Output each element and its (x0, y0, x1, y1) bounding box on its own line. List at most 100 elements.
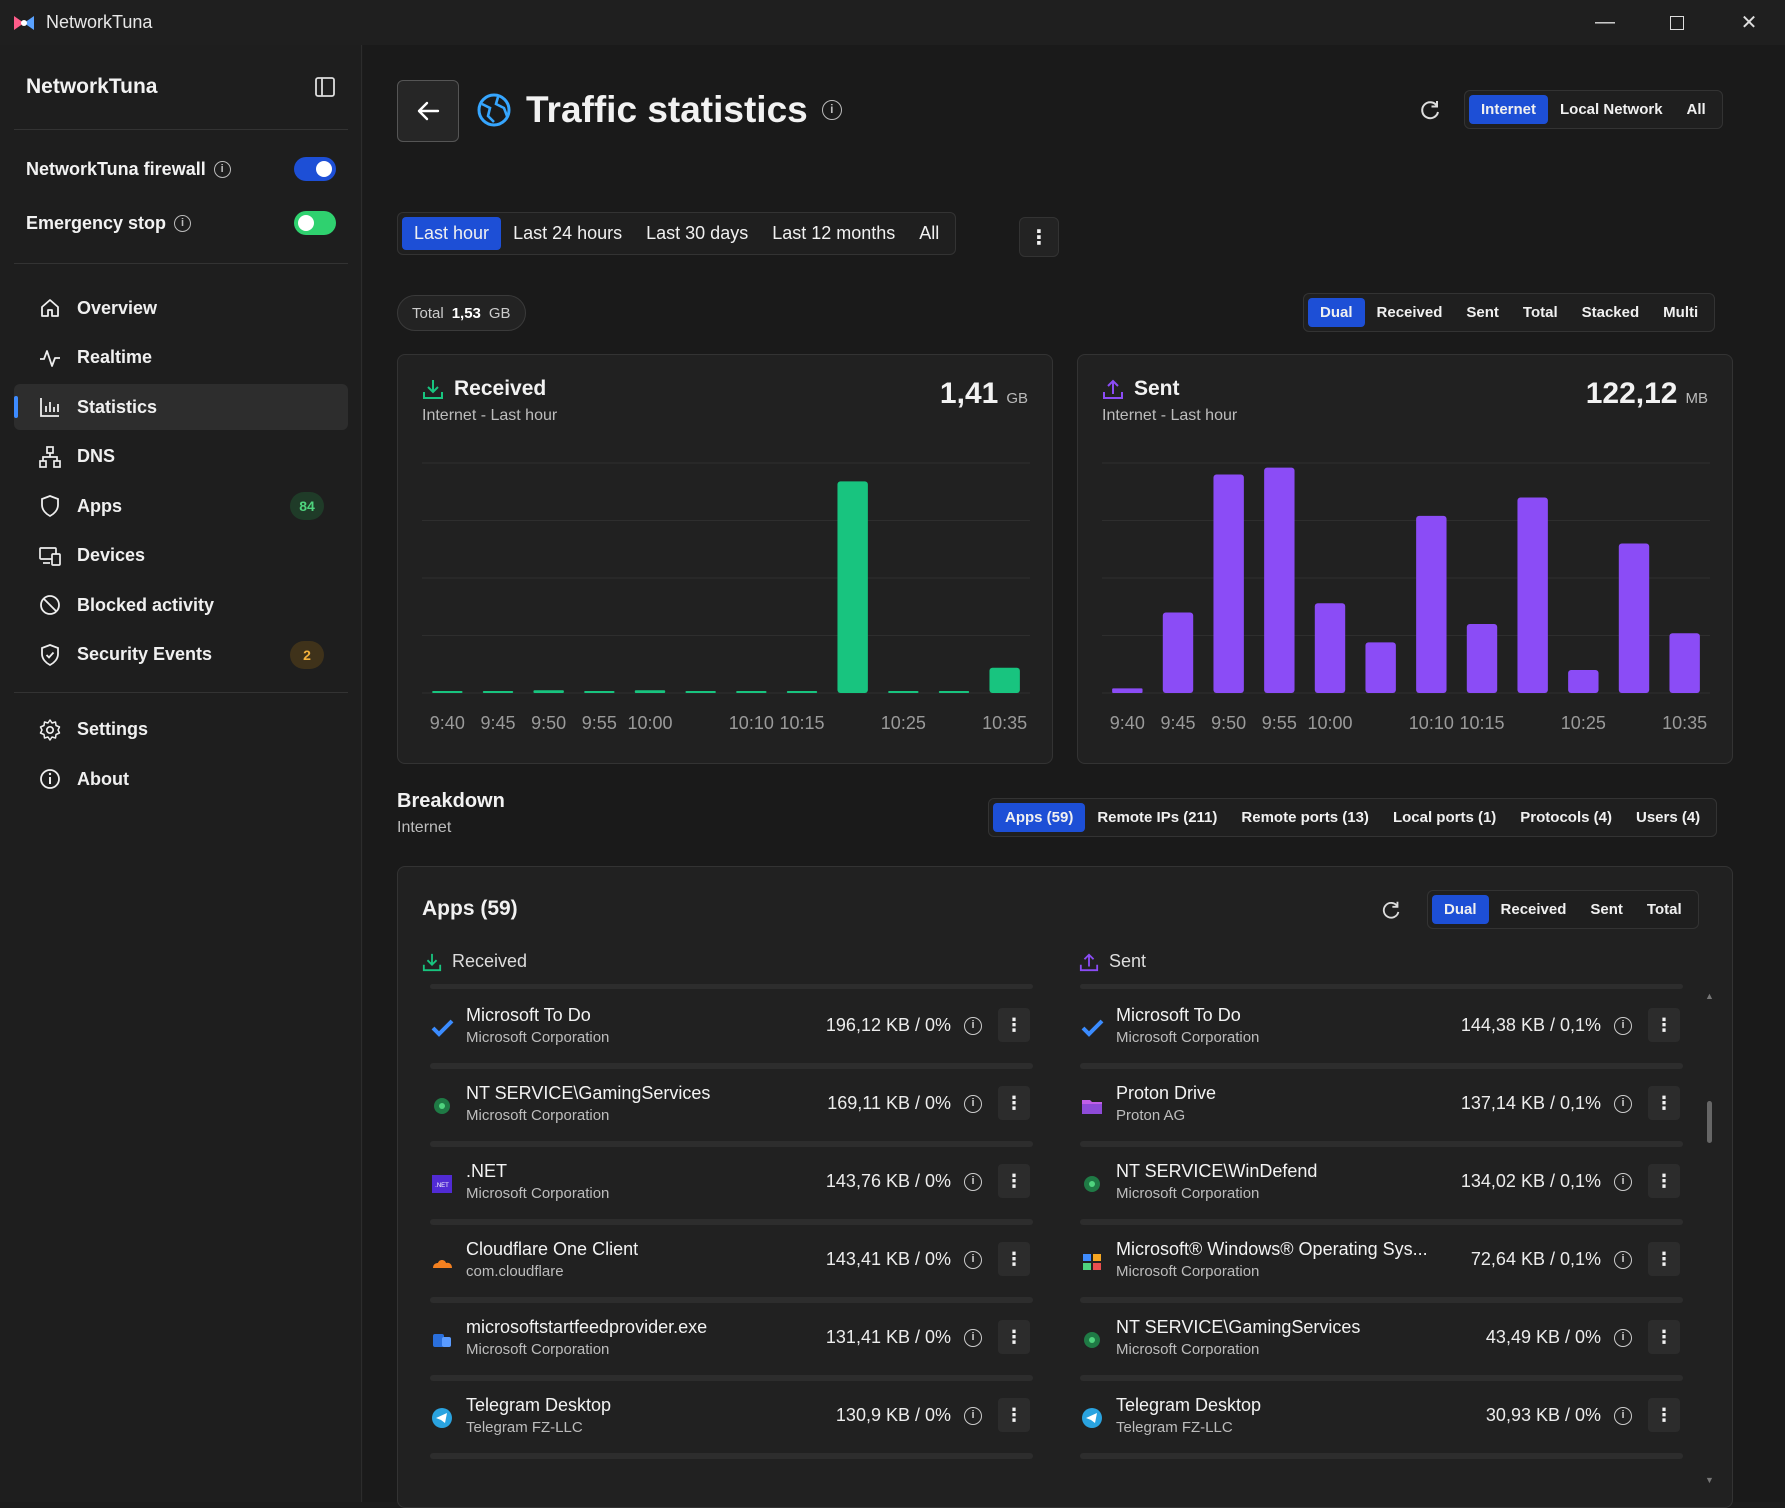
sidebar-item-realtime[interactable]: Realtime (14, 335, 348, 381)
row-menu-button[interactable]: ⋮ (998, 1398, 1030, 1432)
close-button[interactable]: ✕ (1740, 12, 1758, 34)
back-button[interactable] (397, 80, 459, 142)
info-icon[interactable]: i (964, 1095, 982, 1113)
tab-sent[interactable]: Sent (1466, 304, 1499, 321)
received-bar[interactable] (584, 691, 615, 693)
emergency-toggle[interactable] (294, 211, 336, 235)
list-item[interactable]: Microsoft® Windows® Operating Sys... Mic… (1080, 1225, 1683, 1303)
info-icon[interactable]: i (174, 214, 192, 232)
tab-apps-received[interactable]: Received (1500, 901, 1567, 918)
tab-remote-ports[interactable]: Remote ports (13) (1241, 809, 1369, 826)
info-icon[interactable]: i (1614, 1095, 1632, 1113)
info-icon[interactable]: i (1614, 1407, 1632, 1425)
received-bar[interactable] (685, 691, 716, 693)
sent-bar[interactable] (1213, 474, 1244, 694)
tab-apps[interactable]: Apps (59) (993, 803, 1086, 832)
list-item[interactable]: NT SERVICE\GamingServices Microsoft Corp… (1080, 1303, 1683, 1381)
sidebar-item-settings[interactable]: Settings (14, 707, 348, 753)
received-bar[interactable] (837, 481, 868, 693)
sent-bar[interactable] (1669, 633, 1700, 693)
info-icon[interactable]: i (964, 1251, 982, 1269)
list-item[interactable]: Telegram Desktop Telegram FZ-LLC 30,93 K… (1080, 1381, 1683, 1459)
scrollbar[interactable]: ▲ ▼ (1705, 991, 1714, 1485)
sent-bar[interactable] (1466, 624, 1498, 693)
received-bar[interactable] (432, 691, 463, 693)
row-menu-button[interactable]: ⋮ (998, 1320, 1030, 1354)
received-bar[interactable] (938, 691, 970, 693)
maximize-button[interactable] (1641, 0, 1713, 45)
received-bar[interactable] (786, 691, 818, 693)
tab-total[interactable]: Total (1522, 304, 1558, 321)
info-icon[interactable]: i (821, 100, 842, 120)
tab-dual[interactable]: Dual (1308, 298, 1365, 327)
row-menu-button[interactable]: ⋮ (1648, 1398, 1680, 1432)
info-icon[interactable]: i (1614, 1329, 1632, 1347)
sidebar-item-about[interactable]: About (14, 756, 348, 802)
row-menu-button[interactable]: ⋮ (998, 1242, 1030, 1276)
row-menu-button[interactable]: ⋮ (1648, 1008, 1680, 1042)
row-menu-button[interactable]: ⋮ (998, 1008, 1030, 1042)
info-icon[interactable]: i (213, 160, 231, 178)
list-item[interactable]: .NET .NET Microsoft Corporation 143,76 K… (430, 1147, 1033, 1225)
list-item[interactable]: NT SERVICE\WinDefend Microsoft Corporati… (1080, 1147, 1683, 1225)
tab-last-hour[interactable]: Last hour (402, 217, 502, 250)
firewall-toggle[interactable] (294, 157, 336, 181)
sent-bar[interactable] (1365, 642, 1396, 693)
row-menu-button[interactable]: ⋮ (1648, 1242, 1680, 1276)
sent-bar[interactable] (1162, 612, 1194, 694)
info-icon[interactable]: i (964, 1017, 982, 1035)
refresh-icon[interactable] (1417, 98, 1443, 124)
tab-last-12-months[interactable]: Last 12 months (772, 223, 896, 243)
refresh-icon[interactable] (1379, 899, 1403, 923)
list-item[interactable]: Telegram Desktop Telegram FZ-LLC 130,9 K… (430, 1381, 1033, 1459)
sidebar-item-security-events[interactable]: Security Events 2 (14, 632, 348, 678)
list-item[interactable]: Proton Drive Proton AG 137,14 KB / 0,1% … (1080, 1069, 1683, 1147)
time-range-more-button[interactable]: ⋮ (1019, 217, 1059, 257)
received-bar[interactable] (634, 690, 666, 693)
list-item[interactable]: Microsoft To Do Microsoft Corporation 19… (430, 991, 1033, 1069)
info-icon[interactable]: i (1614, 1017, 1632, 1035)
tab-last-30-days[interactable]: Last 30 days (646, 223, 749, 243)
sidebar-item-apps[interactable]: Apps 84 (14, 483, 348, 529)
list-item[interactable]: microsoftstartfeedprovider.exe Microsoft… (430, 1303, 1033, 1381)
row-menu-button[interactable]: ⋮ (1648, 1320, 1680, 1354)
received-bar[interactable] (736, 691, 767, 693)
info-icon[interactable]: i (964, 1407, 982, 1425)
tab-local-network[interactable]: Local Network (1560, 101, 1663, 118)
tab-apps-total[interactable]: Total (1646, 901, 1682, 918)
tab-stacked[interactable]: Stacked (1581, 304, 1640, 321)
tab-local-ports[interactable]: Local ports (1) (1392, 809, 1497, 826)
info-icon[interactable]: i (1614, 1251, 1632, 1269)
tab-internet[interactable]: Internet (1469, 95, 1549, 124)
received-bar[interactable] (888, 691, 919, 693)
received-bar[interactable] (533, 690, 564, 693)
tab-received[interactable]: Received (1376, 304, 1443, 321)
tab-last-24-hours[interactable]: Last 24 hours (513, 223, 623, 243)
sent-bar[interactable] (1264, 467, 1295, 693)
info-icon[interactable]: i (964, 1173, 982, 1191)
sent-bar[interactable] (1517, 497, 1548, 694)
tab-all-scope[interactable]: All (1686, 101, 1706, 118)
sent-bar[interactable] (1618, 543, 1650, 694)
sent-bar[interactable] (1314, 603, 1346, 693)
tab-remote-ips[interactable]: Remote IPs (211) (1097, 809, 1218, 826)
list-item[interactable]: Microsoft To Do Microsoft Corporation 14… (1080, 991, 1683, 1069)
tab-multi[interactable]: Multi (1663, 304, 1699, 321)
scrollbar-thumb[interactable] (1707, 1101, 1712, 1143)
tab-protocols[interactable]: Protocols (4) (1520, 809, 1612, 826)
list-item[interactable]: NT SERVICE\GamingServices Microsoft Corp… (430, 1069, 1033, 1147)
sent-bar[interactable] (1568, 670, 1599, 693)
row-menu-button[interactable]: ⋮ (1648, 1086, 1680, 1120)
tab-all-time[interactable]: All (919, 223, 940, 243)
tab-apps-sent[interactable]: Sent (1590, 901, 1623, 918)
tab-apps-dual[interactable]: Dual (1432, 895, 1489, 924)
received-bar[interactable] (989, 667, 1020, 693)
row-menu-button[interactable]: ⋮ (998, 1164, 1030, 1198)
info-icon[interactable]: i (964, 1329, 982, 1347)
sent-bar[interactable] (1416, 515, 1447, 693)
sidebar-item-overview[interactable]: Overview (14, 285, 348, 331)
info-icon[interactable]: i (1614, 1173, 1632, 1191)
sidebar-item-dns[interactable]: DNS (14, 434, 348, 480)
row-menu-button[interactable]: ⋮ (998, 1086, 1030, 1120)
minimize-button[interactable]: — (1595, 11, 1615, 33)
